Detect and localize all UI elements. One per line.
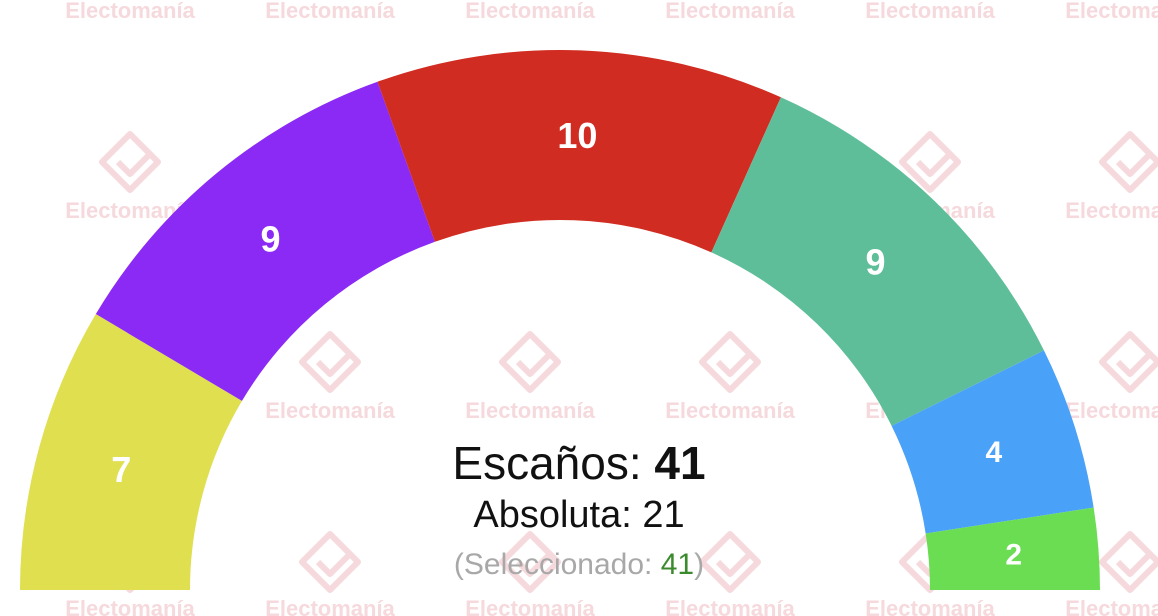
- seat-count-label-3: 10: [557, 115, 597, 156]
- total-seats-line: Escaños: 41: [329, 436, 829, 490]
- seat-count-label-2: 9: [260, 218, 280, 259]
- watermark-logo-icon: [299, 331, 361, 393]
- seat-segment-3: [377, 50, 781, 253]
- watermark-text: Electomanía: [865, 0, 995, 23]
- majority-label: Absoluta:: [473, 494, 632, 536]
- watermark-text: Electomanía: [665, 398, 795, 423]
- watermark-text: Electomanía: [1065, 198, 1158, 223]
- seat-segments: [20, 50, 1100, 590]
- seat-count-label-4: 9: [865, 242, 885, 283]
- watermark-text: Electomanía: [265, 398, 395, 423]
- watermark-text: Electomanía: [65, 596, 195, 616]
- watermark-text: Electomanía: [465, 398, 595, 423]
- seats-value: 41: [654, 437, 706, 489]
- selected-value: 41: [660, 548, 695, 581]
- seat-segment-5: [891, 350, 1094, 534]
- watermark-logo-icon: [499, 331, 561, 393]
- selected-line: (Seleccionado: 41): [329, 548, 829, 582]
- watermark-text: Electomanía: [1065, 0, 1158, 23]
- majority-line: Absoluta: 21: [329, 494, 829, 537]
- seat-segment-6: [925, 507, 1100, 590]
- watermark-text: Electomanía: [265, 596, 395, 616]
- watermark-logo-icon: [699, 531, 761, 593]
- majority-value: 21: [642, 494, 685, 536]
- seat-count-label-5: 4: [985, 436, 1002, 469]
- watermark-text: Electomanía: [65, 0, 195, 23]
- watermark-text: Electomanía: [465, 0, 595, 23]
- watermark-text: Electomanía: [1065, 596, 1158, 616]
- watermark-logo-icon: [1099, 531, 1158, 593]
- watermark-logo-icon: [99, 131, 161, 193]
- seats-label: Escaños:: [452, 437, 642, 489]
- watermark-text: Electomanía: [1065, 398, 1158, 423]
- watermark-logo-icon: [899, 131, 961, 193]
- watermark-text: Electomanía: [665, 0, 795, 23]
- watermark-text: Electomanía: [865, 596, 995, 616]
- seat-count-label-6: 2: [1005, 539, 1022, 572]
- seat-labels: 7 9 10 9 4 2: [111, 115, 1022, 572]
- watermark-text: Electomanía: [465, 596, 595, 616]
- watermark-logo-icon: [1099, 331, 1158, 393]
- selected-label: (Seleccionado:: [453, 548, 653, 581]
- watermark-logo-icon: [699, 331, 761, 393]
- watermark-text: Electomanía: [665, 596, 795, 616]
- watermark-logo-icon: [499, 531, 561, 593]
- watermark-logo-icon: [299, 531, 361, 593]
- seat-segment-1: [20, 314, 242, 590]
- selected-close: ): [694, 548, 705, 581]
- seat-count-label-1: 7: [111, 449, 131, 490]
- seat-segment-2: [95, 81, 435, 401]
- watermark-text: Electomanía: [265, 0, 395, 23]
- watermark-logo-icon: [1099, 131, 1158, 193]
- seat-segment-4: [711, 97, 1044, 426]
